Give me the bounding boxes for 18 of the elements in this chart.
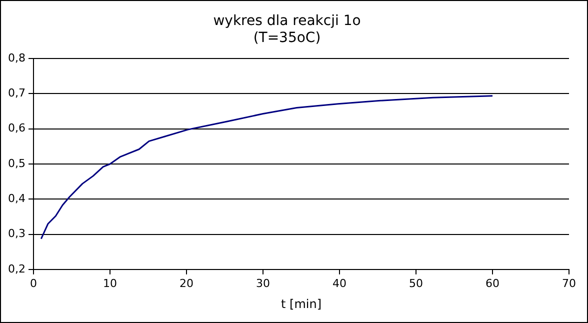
x-tick-label: 50 bbox=[409, 276, 423, 290]
y-tick-label: 0,3 bbox=[8, 227, 26, 240]
x-tick-label: 40 bbox=[332, 276, 346, 290]
text: wykres dla reakcji 1o bbox=[213, 13, 361, 30]
x-tick-label: 30 bbox=[256, 276, 270, 290]
x-tick-label: 20 bbox=[179, 276, 194, 290]
y-tick-label: 0,5 bbox=[8, 156, 26, 170]
x-tick-label: 10 bbox=[102, 276, 117, 290]
x-tick-label: 0 bbox=[30, 276, 37, 290]
y-tick-label: 0,6 bbox=[8, 122, 26, 135]
x-tick-label: 70 bbox=[562, 276, 576, 290]
y-tick-label: 0,4 bbox=[8, 192, 26, 205]
y-tick-label: 0,8 bbox=[8, 51, 26, 64]
x-axis-title: t [min] bbox=[280, 296, 322, 311]
x-tick-label: 60 bbox=[486, 276, 500, 290]
y-tick-label: 0,7 bbox=[8, 86, 26, 100]
y-tick-label: 0,2 bbox=[8, 262, 26, 276]
text: (T=35oC) bbox=[253, 30, 321, 46]
